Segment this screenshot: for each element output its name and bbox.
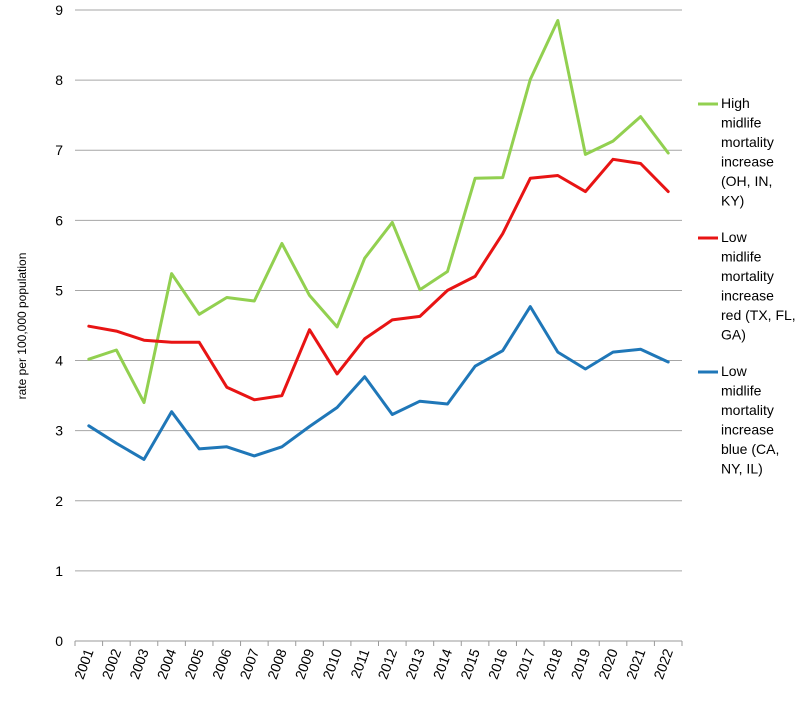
x-tick-label: 2020 [595, 646, 621, 681]
x-tick-labels: 2001 2002 2003 2004 2005 2006 2007 2008 2009 2010… [71, 641, 683, 681]
y-axis-label: rate per 100,000 population [15, 253, 29, 400]
y-tick-label: 5 [55, 282, 63, 298]
x-tick-label: 2006 [209, 646, 235, 681]
x-tick-label: 2021 [623, 646, 649, 681]
series-line-2 [87, 157, 670, 402]
x-tick-label: 2017 [512, 646, 538, 681]
series-line-3 [87, 305, 670, 461]
x-tick-label: 2008 [264, 646, 290, 681]
series-line-1 [87, 19, 670, 405]
series-lines [87, 19, 670, 461]
x-tick-label: 2012 [374, 646, 400, 681]
x-tick-label: 2018 [540, 646, 566, 681]
y-tick-label: 1 [55, 563, 63, 579]
y-tick-label: 3 [55, 423, 63, 439]
legend-entry-2: Low midlife mortality increase red (TX, FL, G… [721, 229, 796, 343]
y-tick-label: 2 [55, 493, 63, 509]
x-tick-label: 2001 [71, 646, 97, 681]
y-tick-label: 8 [55, 72, 63, 88]
x-tick-label: 2014 [430, 646, 456, 681]
x-tick-label: 2011 [347, 646, 372, 680]
x-tick-label: 2002 [99, 646, 125, 681]
x-tick-label: 2010 [319, 646, 345, 681]
x-tick-label: 2009 [292, 646, 318, 681]
gridlines [75, 9, 682, 642]
x-tick-label: 2003 [126, 646, 152, 681]
x-tick-label: 2004 [154, 646, 180, 681]
legend: High midlife mortality increase (OH, IN, KY) L… [698, 95, 796, 477]
y-tick-label: 9 [55, 2, 63, 18]
legend-entry-3: Low midlife mortality increase blue (CA, NY, … [721, 363, 779, 477]
y-tick-labels: 0 1 2 3 4 5 6 7 8 9 [55, 2, 63, 649]
x-tick-label: 2015 [457, 646, 483, 681]
x-tick-label: 2019 [568, 646, 594, 681]
x-tick-label: 2013 [402, 646, 428, 681]
x-tick-label: 2007 [236, 646, 262, 681]
y-tick-label: 6 [55, 212, 63, 228]
y-tick-label: 4 [55, 353, 63, 369]
y-tick-label: 0 [55, 633, 63, 649]
y-tick-label: 7 [55, 142, 63, 158]
legend-entry-1: High midlife mortality increase (OH, IN, KY) [721, 95, 774, 209]
x-tick-label: 2022 [650, 646, 676, 681]
x-tick-label: 2005 [181, 646, 207, 681]
x-tick-label: 2016 [485, 646, 511, 681]
